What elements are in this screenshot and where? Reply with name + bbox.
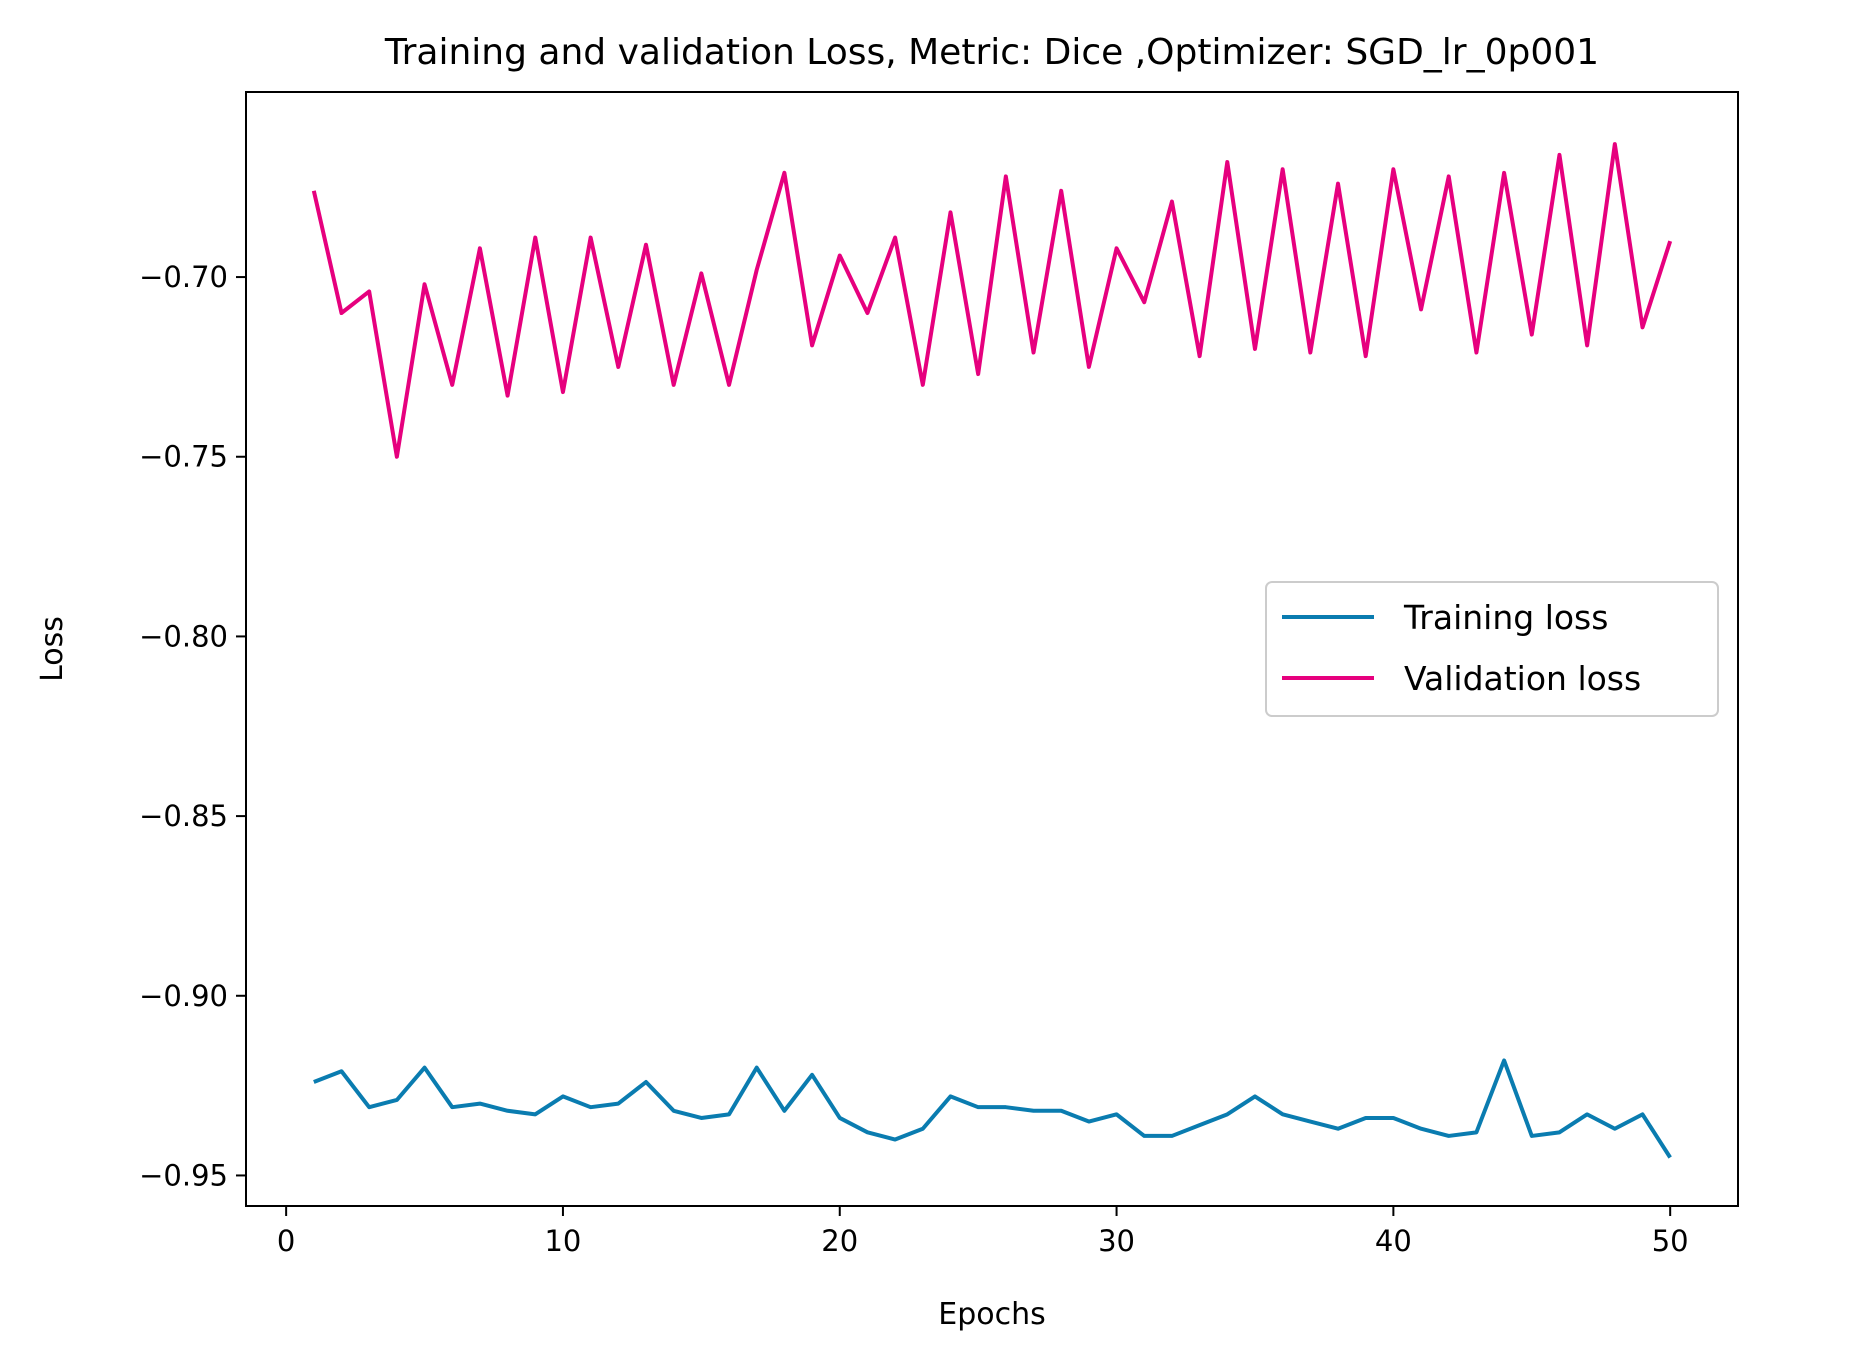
y-tick-label: −0.85 xyxy=(139,799,228,833)
legend-label-validation-loss: Validation loss xyxy=(1404,659,1641,698)
x-axis-ticks: 0 10 20 30 40 50 xyxy=(277,1206,1689,1258)
y-axis-ticks: −0.70 −0.75 −0.80 −0.85 −0.90 −0.95 xyxy=(139,260,246,1192)
x-axis-label: Epochs xyxy=(938,1297,1046,1332)
x-tick-label: 0 xyxy=(277,1224,295,1258)
x-tick-label: 20 xyxy=(821,1224,858,1258)
legend-label-training-loss: Training loss xyxy=(1403,598,1608,637)
y-tick-label: −0.70 xyxy=(139,260,228,294)
x-tick-label: 10 xyxy=(544,1224,581,1258)
x-tick-label: 30 xyxy=(1098,1224,1135,1258)
chart-title: Training and validation Loss, Metric: Di… xyxy=(384,32,1599,73)
y-tick-label: −0.95 xyxy=(139,1158,228,1192)
x-tick-label: 50 xyxy=(1652,1224,1689,1258)
y-tick-label: −0.75 xyxy=(139,440,228,474)
legend: Training loss Validation loss xyxy=(1265,581,1719,717)
x-tick-label: 40 xyxy=(1375,1224,1412,1258)
series-line-validation-loss xyxy=(311,142,1673,459)
plot-area-frame xyxy=(245,91,1739,1207)
y-tick-label: −0.90 xyxy=(139,979,228,1013)
series-line-training-loss xyxy=(313,1058,1672,1159)
plot-lines xyxy=(311,142,1673,1159)
legend-frame xyxy=(1265,581,1719,717)
y-axis-label: Loss xyxy=(35,616,70,682)
y-tick-label: −0.80 xyxy=(139,619,228,653)
